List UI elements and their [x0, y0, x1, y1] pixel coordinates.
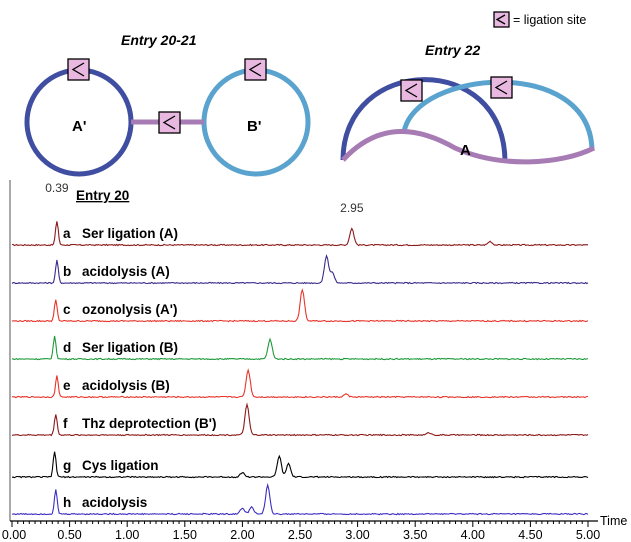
arc-a-label: A [460, 142, 471, 159]
trace-g [11, 451, 589, 479]
trace-d [11, 335, 589, 361]
trace-c [11, 288, 589, 323]
peak-labels-group: 0.39 2.95 [45, 181, 364, 215]
trace-b [11, 254, 589, 285]
x-tick-label: 2.00 [230, 528, 254, 542]
trace-letter-h: h [63, 495, 71, 510]
ligation-site-legend-icon [493, 11, 510, 28]
trace-label-d: Ser ligation (B) [82, 340, 178, 355]
x-axis: 0.00 0.50 1.00 1.50 2.00 2.50 3.00 3.50 4.00 4.50… [2, 520, 600, 542]
trace-e [11, 368, 588, 399]
trace-label-a: Ser ligation (A) [82, 226, 178, 241]
arc-purple [341, 129, 596, 165]
traces-group: a Ser ligation (A) b acidolysis (A) c ozonoly… [11, 221, 589, 516]
x-tick-label: 3.00 [345, 528, 369, 542]
ligation-site-legend-chevron [495, 14, 506, 25]
ligation-site-icon-arc-right [490, 76, 513, 99]
peak-label-0: 0.39 [45, 181, 69, 195]
x-tick-label: 1.50 [173, 528, 197, 542]
trace-letter-f: f [63, 416, 68, 431]
ligation-site-icon-linker [158, 111, 181, 134]
ligation-site-icon-b [244, 58, 267, 81]
entry-20-21-label: Entry 20-21 [121, 32, 197, 48]
ring-a-prime-label: A' [72, 118, 86, 135]
x-tick-label: 2.50 [288, 528, 312, 542]
trace-letter-d: d [63, 340, 71, 355]
trace-label-c: ozonolysis (A') [82, 302, 177, 317]
arc-dark-blue [340, 77, 508, 163]
trace-label-e: acidolysis (B) [82, 378, 170, 393]
x-tick-label: 4.50 [518, 528, 542, 542]
chart-title: Entry 20 [76, 188, 129, 203]
x-tick-label: 1.00 [115, 528, 139, 542]
trace-label-g: Cys ligation [82, 458, 159, 473]
trace-label-f: Thz deprotection (B') [82, 416, 216, 431]
trace-letter-e: e [63, 378, 71, 393]
legend: = ligation site [493, 11, 586, 28]
trace-label-h: acidolysis [82, 495, 147, 510]
x-tick-label: 5.00 [576, 528, 600, 542]
legend-text: = ligation site [513, 13, 586, 27]
entry-22-label: Entry 22 [425, 42, 480, 58]
trace-letter-c: c [63, 302, 71, 317]
peak-label-1: 2.95 [340, 201, 364, 215]
x-tick-label: 4.00 [461, 528, 485, 542]
trace-f [11, 402, 589, 437]
trace-a [12, 221, 588, 247]
ligation-site-icon-arc-left [400, 79, 423, 102]
chromatogram-chart: Entry 20 a Ser ligation (A) b acidolysis (A… [2, 180, 627, 542]
trace-label-b: acidolysis (A) [82, 264, 170, 279]
schematic-entry-22: Entry 22 A [340, 42, 596, 165]
ligation-site-icon-a [67, 58, 90, 81]
schematic-entry-20-21: Entry 20-21 A' B' [24, 32, 311, 177]
ring-b-prime-label: B' [247, 118, 261, 135]
trace-letter-b: b [63, 264, 71, 279]
x-tick-label: 3.50 [403, 528, 427, 542]
trace-letter-g: g [63, 458, 71, 473]
x-tick-label: 0.00 [2, 528, 26, 542]
x-axis-label: Time [600, 514, 627, 528]
trace-h [11, 482, 589, 516]
x-tick-label: 0.50 [57, 528, 81, 542]
trace-letter-a: a [63, 226, 71, 241]
